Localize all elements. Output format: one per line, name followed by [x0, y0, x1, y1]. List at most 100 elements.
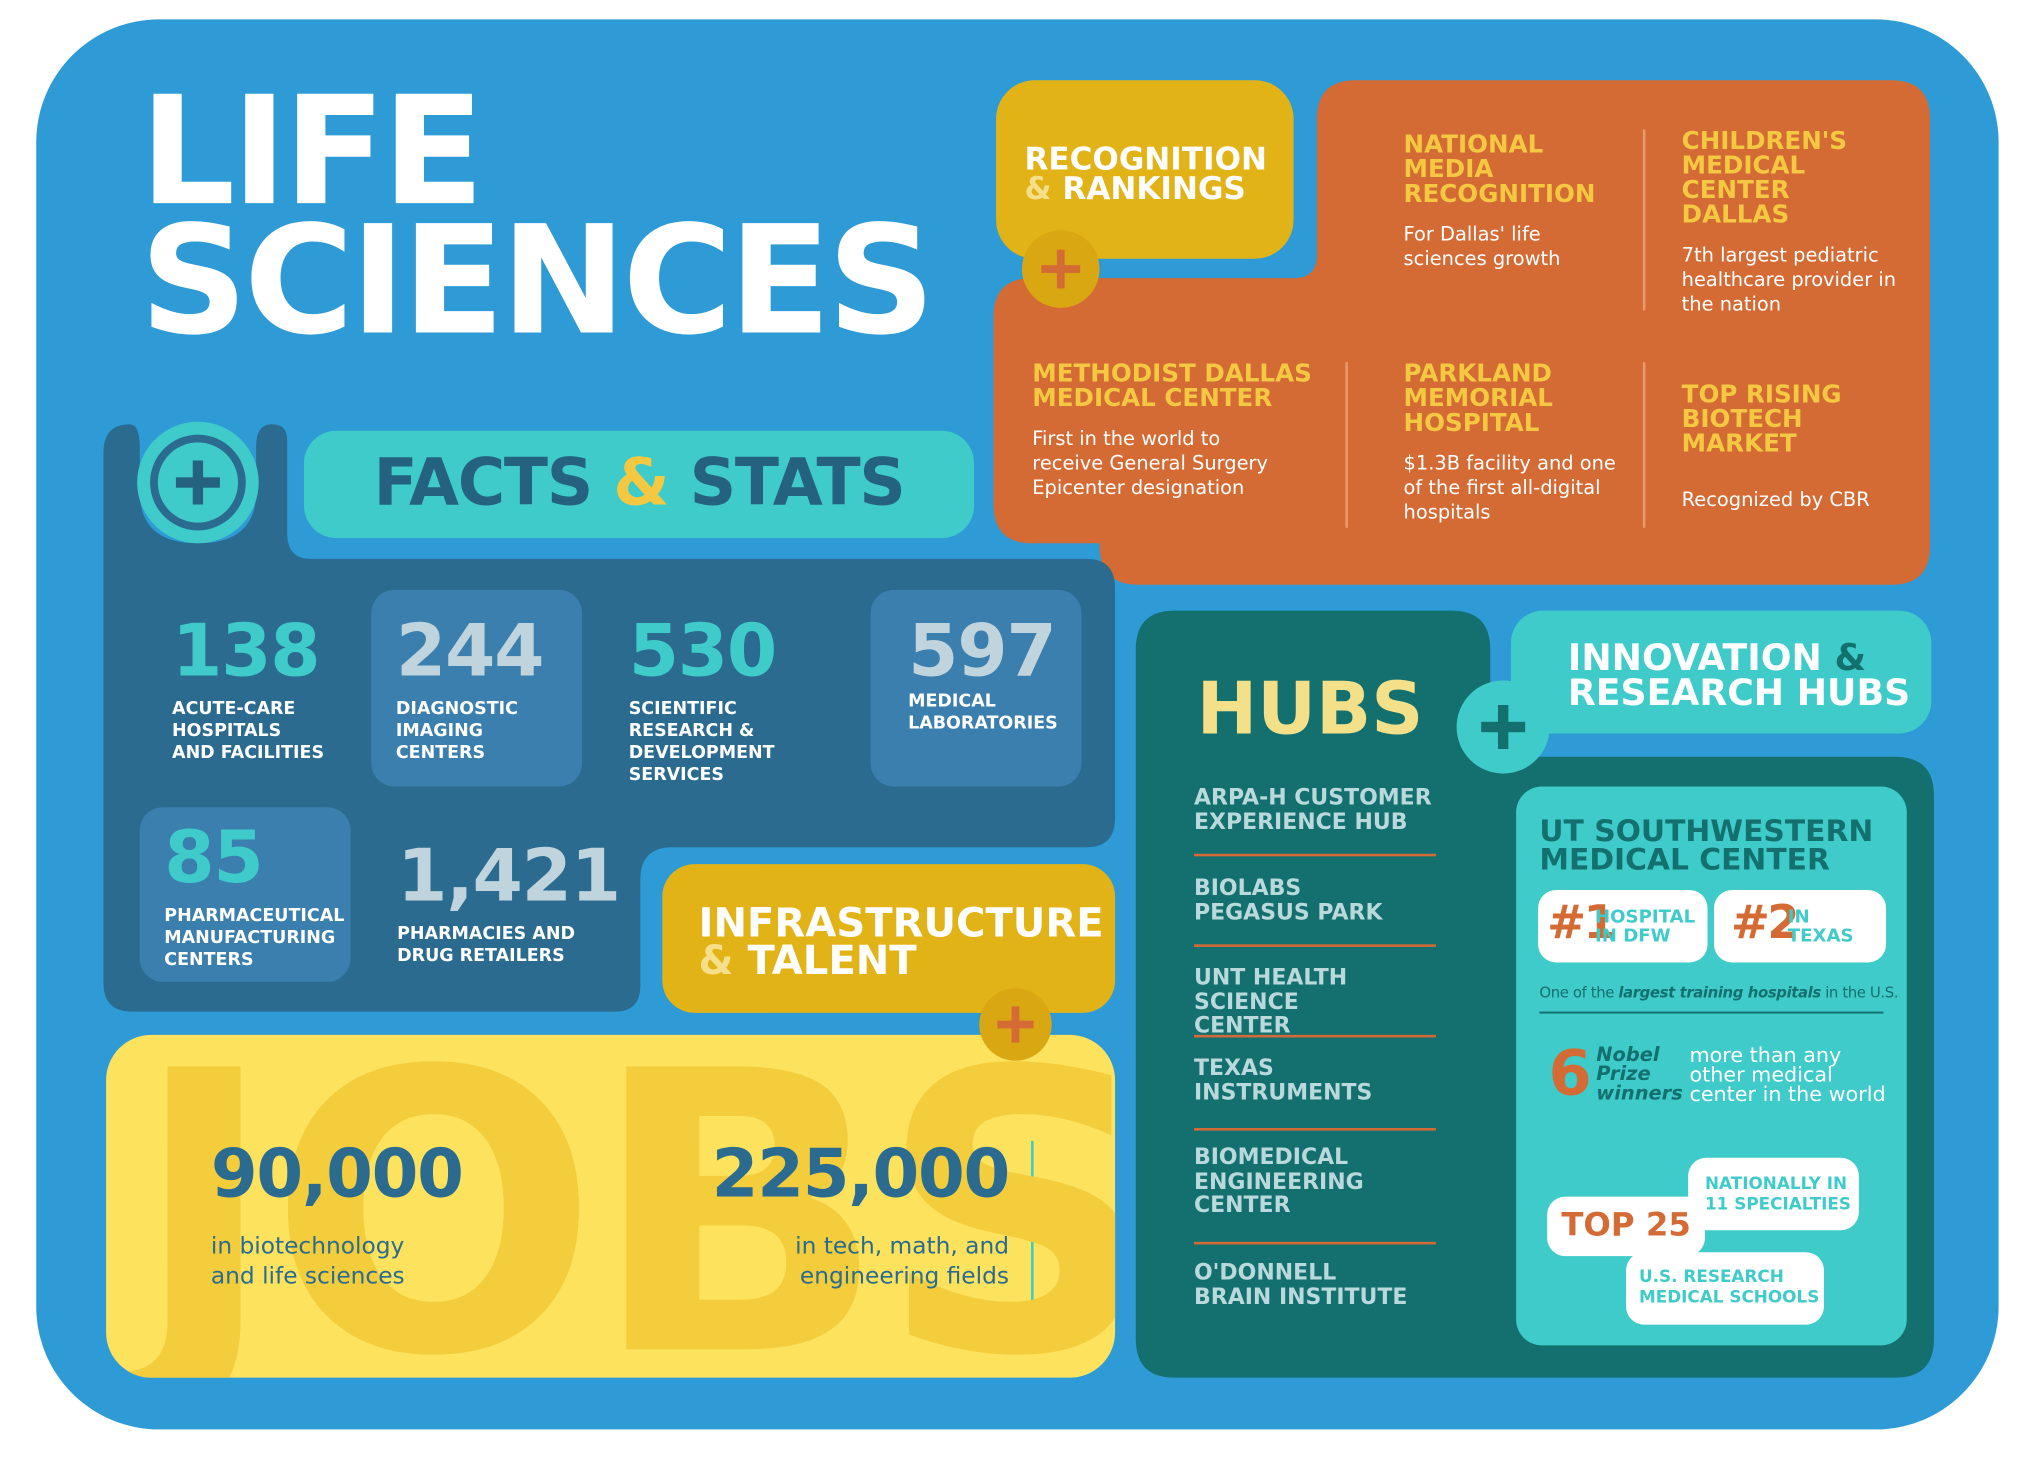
stat-label: PHARMACIES AND DRUG RETAILERS	[397, 923, 575, 967]
recognition-item: TOP RISING BIOTECH MARKET Recognized by C…	[1681, 380, 1915, 512]
badge-rank: #1	[1547, 896, 1616, 950]
heading-word: RANKINGS	[1062, 170, 1246, 207]
item-text: $1.3B facility and one of the first all-…	[1403, 451, 1616, 524]
item-text: First in the world to receive General Su…	[1032, 426, 1268, 499]
separator	[1193, 944, 1436, 947]
nobel-count: 6	[1548, 1037, 1592, 1110]
hub-item: ARPA-H CUSTOMER EXPERIENCE HUB	[1193, 785, 1432, 836]
item-title: NATIONAL MEDIA RECOGNITION	[1403, 130, 1596, 209]
facts-heading: FACTS & STATS	[304, 450, 974, 515]
divider	[1539, 1011, 1884, 1014]
stat-value: 530	[628, 609, 778, 694]
recognition-panel	[993, 80, 1931, 585]
badge	[1538, 889, 1708, 963]
badge-text: HOSPITAL IN DFW	[1595, 906, 1696, 947]
heading-amp: &	[1024, 170, 1052, 207]
recognition-item: CHILDREN'S MEDICAL CENTER DALLAS 7th larg…	[1682, 129, 1902, 316]
recognition-item: NATIONAL MEDIA RECOGNITION For Dallas' li…	[1404, 133, 1611, 271]
item-title: CHILDREN'S MEDICAL CENTER DALLAS	[1681, 126, 1848, 229]
stat-box	[139, 807, 351, 982]
job-value: 90,000	[210, 1135, 464, 1214]
facts-panel	[103, 424, 1116, 1012]
job-stat: 90,000 in biotechnology and life sciences	[210, 1135, 464, 1292]
jobs-watermark: JOBS	[131, 1034, 1116, 1378]
separator	[1193, 853, 1436, 857]
hubs-heading: HUBS	[1196, 667, 1424, 752]
stat-value: 138	[172, 609, 321, 694]
page-title: LIFE SCIENCES	[139, 64, 936, 369]
plus-icon	[1056, 249, 1065, 289]
stat: 244 DIAGNOSTIC IMAGING CENTERS	[395, 609, 577, 764]
heading-word: RECOGNITION	[1024, 141, 1267, 178]
job-value: 225,000	[711, 1135, 1011, 1214]
nobel-label: Nobel Prize winners	[1596, 1042, 1683, 1105]
hub-item: UNT HEALTH SCIENCE CENTER	[1193, 965, 1348, 1040]
heading-word: INNOVATION	[1567, 636, 1822, 680]
top25-box	[1547, 1196, 1705, 1257]
badge-text: IN TEXAS	[1787, 906, 1854, 947]
plus-icon	[1011, 1006, 1020, 1043]
heading-word: TALENT	[747, 938, 917, 985]
separator	[1193, 1034, 1436, 1038]
separator	[1193, 1128, 1436, 1131]
hub-item: BIOMEDICAL ENGINEERING CENTER	[1193, 1144, 1364, 1220]
stat-value: 1,421	[397, 834, 621, 919]
hub-item: O'DONNELL BRAIN INSTITUTE	[1193, 1259, 1408, 1311]
stat: 530 SCIENTIFIC RESEARCH & DEVELOPMENT SER…	[628, 609, 836, 786]
stat: 138 ACUTE-CARE HOSPITALS AND FACILITIES	[172, 609, 327, 764]
stat-value: 244	[395, 609, 545, 694]
item-text: For Dallas' life sciences growth	[1403, 222, 1561, 271]
divider	[190, 1140, 193, 1307]
job-label: in tech, math, and engineering fields	[795, 1232, 1010, 1291]
badge-rank: #2	[1730, 896, 1800, 950]
stat-value: 597	[908, 609, 1057, 694]
top25-nationally: NATIONALLY IN 11 SPECIALTIES	[1704, 1174, 1852, 1215]
recognition-item: PARKLAND MEMORIAL HOSPITAL $1.3B facility…	[1404, 362, 1624, 524]
stat-box	[371, 589, 583, 787]
heading-word: RESEARCH HUBS	[1567, 670, 1911, 714]
heading-word: STATS	[689, 444, 906, 521]
plus-icon	[1497, 705, 1509, 749]
innovation-box	[1510, 610, 1932, 734]
job-stat: 225,000 in tech, math, and engineering fi…	[621, 1135, 1011, 1292]
infrastructure-box	[662, 864, 1116, 1013]
divider	[1030, 1140, 1034, 1307]
utsw-title: UT SOUTHWESTERN MEDICAL CENTER	[1539, 814, 1874, 877]
heading-amp: &	[1834, 636, 1867, 680]
note-text: in the U.S.	[1825, 983, 1899, 1002]
item-title: METHODIST DALLAS MEDICAL CENTER	[1032, 359, 1312, 413]
recognition-heading: RECOGNITION & RANKINGS	[1024, 144, 1284, 207]
recognition-item: METHODIST DALLAS MEDICAL CENTER First in …	[1032, 362, 1317, 499]
stat-label: ACUTE-CARE HOSPITALS AND FACILITIES	[172, 698, 325, 763]
divider	[1642, 129, 1646, 311]
item-title: TOP RISING BIOTECH MARKET	[1681, 380, 1842, 458]
training-note: One of the largest training hospitals in…	[1539, 983, 1898, 1001]
jobs-panel	[106, 1034, 1116, 1378]
top25-box	[1688, 1157, 1859, 1231]
note-text: One of the	[1539, 983, 1615, 1002]
job-label: in biotechnology and life sciences	[210, 1232, 405, 1291]
stat-value: 85	[164, 816, 264, 901]
recognition-tab	[996, 80, 1294, 259]
item-title: PARKLAND MEMORIAL HOSPITAL	[1403, 359, 1553, 438]
top25-label: TOP 25	[1561, 1205, 1691, 1244]
plus-icon	[192, 460, 204, 505]
facts-heading-box	[303, 430, 975, 539]
stat: 597 MEDICAL LABORATORIES	[908, 609, 1063, 735]
top25-box	[1626, 1252, 1824, 1325]
infrastructure-heading: INFRASTRUCTURE & TALENT	[698, 904, 1113, 985]
badge	[1714, 889, 1887, 963]
jobs-watermark-clip: JOBS	[106, 1035, 1115, 1378]
heading-amp: &	[698, 938, 734, 985]
stat: 1,421 PHARMACIES AND DRUG RETAILERS	[397, 834, 621, 967]
divider	[1345, 362, 1348, 528]
stat-box	[870, 589, 1082, 787]
innovation-heading: INNOVATION & RESEARCH HUBS	[1567, 640, 1917, 714]
top25-research: U.S. RESEARCH MEDICAL SCHOOLS	[1638, 1267, 1820, 1308]
item-text: Recognized by CBR	[1681, 487, 1870, 511]
stat-label: DIAGNOSTIC IMAGING CENTERS	[395, 698, 518, 763]
separator	[1193, 1241, 1436, 1245]
stat-label: MEDICAL LABORATORIES	[908, 690, 1058, 734]
